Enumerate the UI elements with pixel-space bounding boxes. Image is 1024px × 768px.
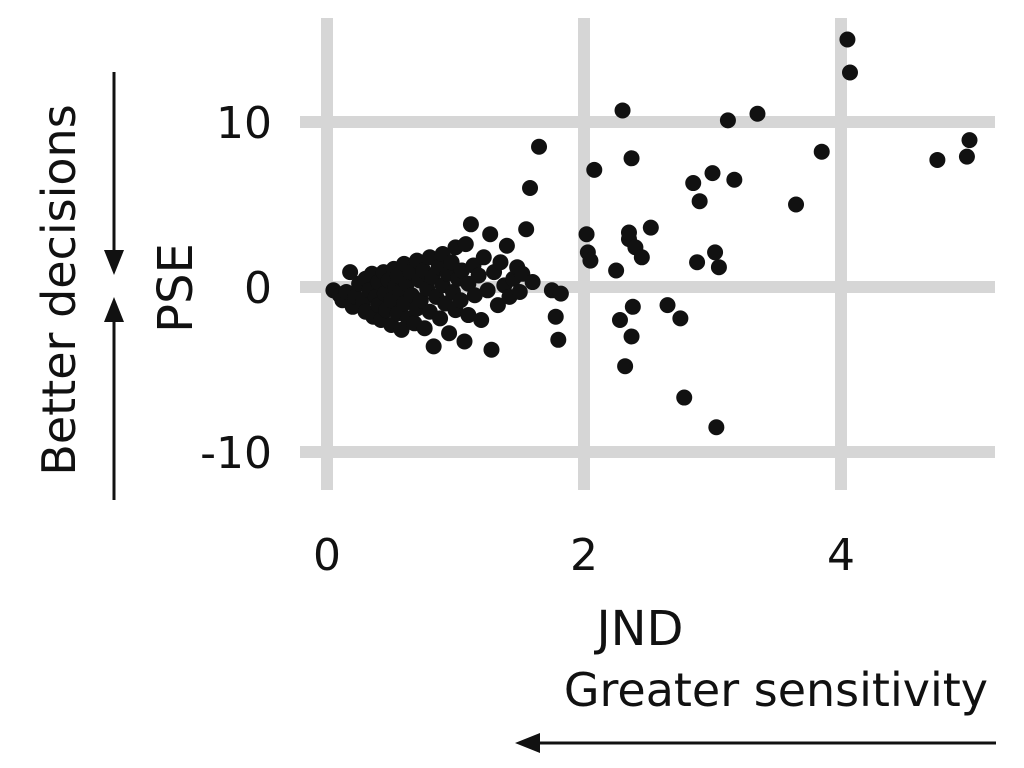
data-point xyxy=(586,161,603,178)
data-point xyxy=(839,31,856,48)
data-point xyxy=(432,310,449,327)
data-point xyxy=(749,105,766,122)
data-point xyxy=(492,254,509,271)
data-point xyxy=(550,331,567,348)
data-point xyxy=(578,226,595,243)
data-point xyxy=(704,165,721,182)
data-point xyxy=(624,298,641,315)
data-point xyxy=(659,297,676,314)
data-point xyxy=(441,325,458,342)
left-arrow-icon xyxy=(515,733,996,753)
up-arrow-icon xyxy=(104,297,124,500)
data-point xyxy=(788,196,805,213)
data-point xyxy=(689,254,706,271)
data-point xyxy=(470,267,487,284)
data-point xyxy=(518,221,535,238)
data-point xyxy=(726,171,743,188)
data-point xyxy=(617,358,634,375)
data-point xyxy=(707,244,724,261)
data-point xyxy=(620,224,637,241)
data-point xyxy=(672,310,689,327)
data-point xyxy=(547,308,564,325)
data-point xyxy=(614,102,631,119)
down-arrow-icon xyxy=(104,72,124,275)
data-point xyxy=(498,237,515,254)
data-point xyxy=(457,236,474,253)
x-tick-labels: 0 2 4 xyxy=(313,530,855,581)
data-point xyxy=(483,341,500,358)
y-tick-labels: -10 0 10 xyxy=(200,98,272,479)
x-arrow-label: Greater sensitivity xyxy=(564,663,988,717)
y-axis-title: PSE xyxy=(148,243,204,333)
data-point xyxy=(813,143,830,160)
data-point xyxy=(685,175,702,192)
data-point xyxy=(961,132,978,149)
data-point xyxy=(522,180,539,196)
y-arrow-label: Better decisions xyxy=(32,104,86,475)
data-point xyxy=(611,312,628,328)
data-point xyxy=(489,297,506,314)
data-point xyxy=(466,287,483,304)
x-axis-title: JND xyxy=(593,601,683,657)
data-point xyxy=(479,282,496,299)
data-point xyxy=(841,64,858,81)
x-tick-label: 0 xyxy=(313,530,341,581)
data-point xyxy=(642,219,659,236)
data-point xyxy=(452,292,469,309)
x-tick-label: 2 xyxy=(570,530,598,581)
data-point xyxy=(710,259,727,276)
data-point xyxy=(608,262,625,279)
data-point xyxy=(633,249,650,266)
data-point xyxy=(460,307,477,324)
data-point xyxy=(676,389,693,406)
data-point xyxy=(531,138,548,155)
data-point xyxy=(456,333,473,350)
data-point xyxy=(475,249,492,266)
data-point xyxy=(425,338,442,355)
data-points xyxy=(325,31,978,436)
data-point xyxy=(511,283,528,300)
data-point xyxy=(416,320,433,337)
x-tick-label: 4 xyxy=(827,530,855,581)
data-point xyxy=(623,328,640,345)
data-point xyxy=(482,226,499,243)
data-point xyxy=(524,274,541,291)
data-point xyxy=(342,264,359,281)
data-point xyxy=(958,148,975,165)
data-point xyxy=(552,285,569,302)
data-point xyxy=(929,151,946,168)
y-tick-label: -10 xyxy=(200,428,272,479)
y-tick-label: 0 xyxy=(244,263,272,314)
data-point xyxy=(473,312,490,328)
data-point xyxy=(691,193,708,210)
data-point xyxy=(719,112,736,129)
data-point xyxy=(708,419,725,436)
data-point xyxy=(623,150,640,167)
y-tick-label: 10 xyxy=(216,98,272,149)
data-point xyxy=(462,216,479,233)
data-point xyxy=(582,252,599,269)
